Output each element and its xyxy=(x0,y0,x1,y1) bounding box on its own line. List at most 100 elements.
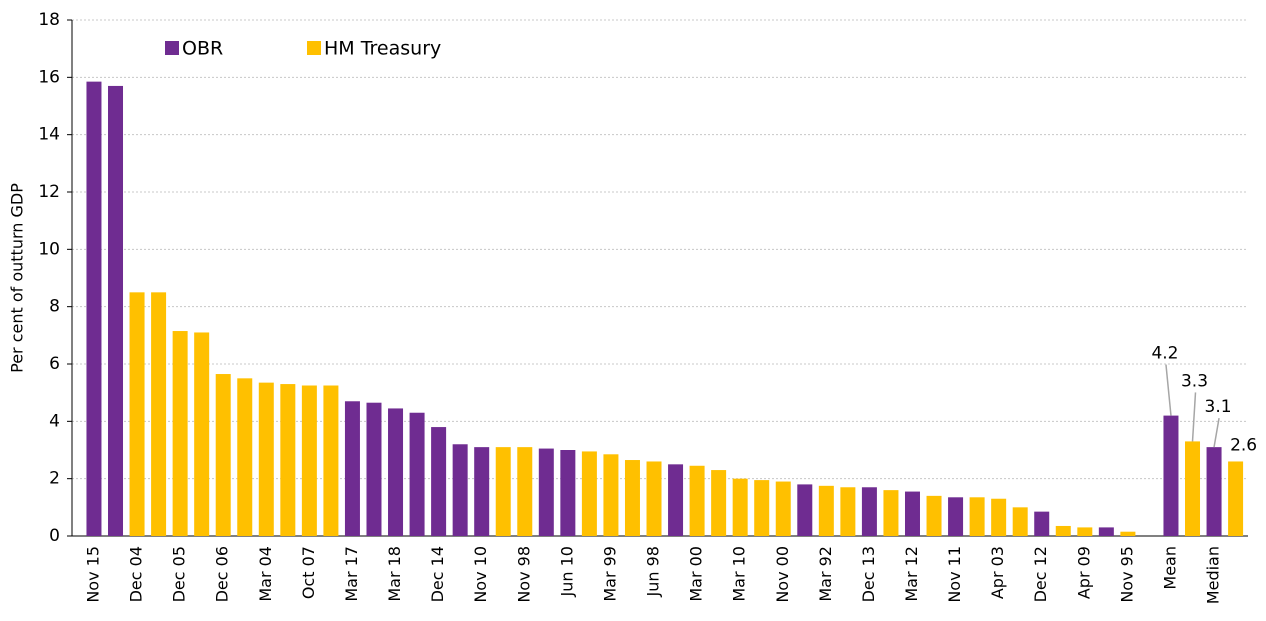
bar xyxy=(344,401,360,536)
data-label: 2.6 xyxy=(1230,435,1257,455)
x-tick-label: Apr 03 xyxy=(988,546,1007,599)
bar xyxy=(969,497,985,536)
x-tick-label: Mar 99 xyxy=(600,546,619,602)
y-tick-label: 18 xyxy=(38,10,60,30)
bar xyxy=(732,478,748,536)
y-tick-label: 4 xyxy=(49,411,60,431)
bar xyxy=(495,447,511,536)
bar xyxy=(883,490,899,536)
x-tick-label: Oct 07 xyxy=(299,546,318,599)
bar xyxy=(624,460,640,536)
bar xyxy=(280,384,296,536)
bar xyxy=(1185,441,1201,536)
y-axis-title: Per cent of outturn GDP xyxy=(8,183,27,373)
bar xyxy=(151,292,167,536)
bar xyxy=(1034,511,1050,536)
bar xyxy=(474,447,490,536)
bar xyxy=(194,332,210,536)
x-tick-label: Nov 95 xyxy=(1117,546,1136,603)
x-tick-label: Mar 10 xyxy=(730,546,749,602)
x-tick-label: Dec 13 xyxy=(859,546,878,602)
leader-line xyxy=(1213,418,1220,448)
x-tick-label: Dec 05 xyxy=(170,546,189,602)
x-tick-label: Dec 14 xyxy=(428,546,447,602)
x-tick-label: Jun 98 xyxy=(644,546,663,597)
x-tick-label: Nov 15 xyxy=(83,546,102,603)
bar xyxy=(840,487,856,536)
x-tick-label: Dec 04 xyxy=(127,546,146,602)
bar xyxy=(1077,527,1093,536)
bar xyxy=(603,454,619,536)
y-tick-label: 2 xyxy=(49,469,60,489)
bar xyxy=(431,427,447,536)
x-tick-label: Jun 10 xyxy=(557,546,576,597)
leader-line xyxy=(1165,364,1172,416)
bar xyxy=(560,450,576,536)
x-tick-label: Dec 06 xyxy=(213,546,232,602)
bar xyxy=(689,465,705,536)
bar xyxy=(172,331,188,536)
bar xyxy=(366,402,382,536)
data-label: 3.3 xyxy=(1181,371,1208,391)
bar xyxy=(1055,525,1071,536)
bar xyxy=(388,408,404,536)
bar xyxy=(1228,461,1244,536)
bar xyxy=(1163,415,1179,536)
x-tick-label: Mar 17 xyxy=(342,546,361,602)
bar xyxy=(1206,447,1222,536)
bar xyxy=(646,461,662,536)
x-tick-label: Mar 92 xyxy=(816,546,835,602)
x-tick-label: Median xyxy=(1204,546,1223,604)
bar xyxy=(129,292,145,536)
y-tick-label: 6 xyxy=(49,354,60,374)
bar xyxy=(517,447,533,536)
bar xyxy=(301,385,317,536)
y-tick-label: 10 xyxy=(38,239,60,259)
x-tick-label: Mar 18 xyxy=(385,546,404,602)
x-tick-label: Nov 98 xyxy=(514,546,533,603)
bar xyxy=(452,444,468,536)
data-label: 4.2 xyxy=(1151,344,1178,364)
bar xyxy=(1098,527,1114,536)
leader-line xyxy=(1191,392,1197,442)
x-tick-label: Mar 04 xyxy=(256,546,275,602)
legend-label: OBR xyxy=(182,38,223,60)
bar xyxy=(775,481,791,536)
y-tick-label: 16 xyxy=(38,67,60,87)
x-tick-label: Dec 12 xyxy=(1031,546,1050,602)
bar xyxy=(538,448,554,536)
x-tick-label: Mar 12 xyxy=(902,546,921,602)
legend-swatch xyxy=(307,41,321,55)
bar xyxy=(1120,531,1136,536)
bar xyxy=(948,497,964,536)
bar xyxy=(861,487,877,536)
x-tick-label: Apr 09 xyxy=(1074,546,1093,599)
y-tick-label: 14 xyxy=(38,125,60,145)
bar xyxy=(904,491,920,536)
bar xyxy=(797,484,813,536)
bar xyxy=(108,85,124,536)
bar xyxy=(86,81,102,536)
y-tick-label: 0 xyxy=(49,526,60,546)
bar xyxy=(1012,507,1028,536)
bar xyxy=(668,464,684,536)
legend-swatch xyxy=(165,41,179,55)
bar xyxy=(818,485,834,536)
bar xyxy=(581,451,597,536)
bar xyxy=(215,374,231,536)
x-tick-label: Mean xyxy=(1160,546,1179,590)
x-tick-label: Nov 11 xyxy=(945,546,964,603)
bar xyxy=(754,480,770,536)
x-tick-label: Mar 00 xyxy=(687,546,706,602)
bar xyxy=(991,498,1007,536)
bar xyxy=(323,385,339,536)
data-label: 3.1 xyxy=(1205,397,1232,417)
bar xyxy=(926,495,942,536)
bar xyxy=(237,378,253,536)
x-tick-label: Nov 00 xyxy=(773,546,792,603)
y-tick-label: 8 xyxy=(49,297,60,317)
bar xyxy=(409,412,425,536)
bar xyxy=(258,382,274,536)
y-tick-label: 12 xyxy=(38,182,60,202)
